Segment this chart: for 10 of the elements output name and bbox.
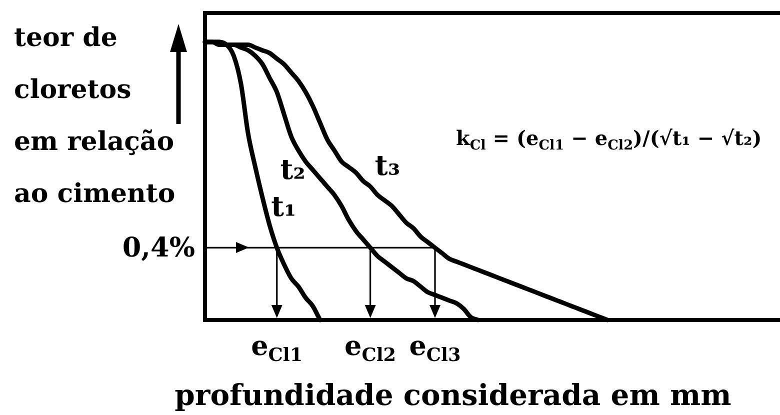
- x-axis-title: profundidade considerada em mm: [174, 378, 732, 412]
- series-label: t₃: [374, 148, 400, 182]
- y-axis-title: teor de cloretos em relação ao cimento: [14, 22, 176, 211]
- annotation: k$_{Cl}$ = (e$_{Cl1}$ − e$_{Cl2}$)/(√t₁ − √t₂): [456, 126, 762, 154]
- x-tick-label: e$_{Cl3}$: [409, 331, 461, 366]
- x-tick-label: e$_{Cl1}$: [251, 331, 303, 366]
- series-label: t₂: [280, 152, 306, 186]
- series-label: t₁: [271, 190, 296, 224]
- text: 0,4%: [122, 232, 195, 264]
- x-tick-label: e$_{Cl2}$: [344, 331, 396, 366]
